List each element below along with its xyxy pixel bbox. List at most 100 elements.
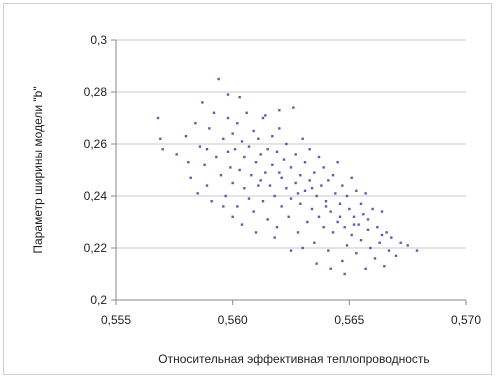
data-point [243,187,246,190]
data-point [257,137,260,140]
data-point [254,161,258,164]
data-point [329,267,332,270]
data-point [271,163,274,166]
data-point [226,116,230,120]
data-point [362,213,365,216]
data-point [252,210,255,213]
data-point [310,207,314,211]
data-point [313,171,316,174]
data-point [303,161,307,164]
data-points [156,77,419,276]
data-point [329,210,332,213]
data-point [187,161,190,164]
data-point [399,241,402,244]
data-point [294,153,297,156]
data-point [254,231,258,234]
data-point [198,145,202,148]
y-tick-label: 0,24 [84,189,108,203]
data-point [359,239,363,242]
data-point [217,77,220,81]
data-point [355,189,358,192]
data-point [315,194,318,198]
data-point [282,158,286,161]
data-point [359,202,363,205]
data-point [231,181,234,185]
data-point [334,192,337,195]
data-point [299,174,302,177]
x-tick-labels: 0,555 0,560 0,565 0,570 [101,313,481,327]
data-point [247,197,251,200]
data-point [229,166,232,169]
x-tick-label: 0,560 [218,313,248,327]
data-point [261,200,265,203]
axes [115,40,466,301]
data-point [194,122,197,125]
data-point [289,249,293,252]
data-point [222,137,225,140]
y-tick-label: 0,22 [84,241,108,255]
data-point [156,116,160,120]
data-point [352,215,356,218]
data-point [306,220,309,224]
data-point [294,181,297,185]
data-point [159,137,162,140]
data-point [208,127,211,130]
data-point [343,272,346,276]
data-point [280,205,283,208]
data-point [301,137,304,140]
data-point [366,218,370,221]
data-point [268,184,272,187]
data-point [238,168,241,172]
data-point [338,215,342,218]
data-point [212,111,216,114]
data-point [224,194,227,198]
data-point [287,215,290,218]
data-point [380,210,384,213]
data-point [299,202,302,205]
data-point [345,244,349,247]
data-point [336,161,339,164]
data-point [196,192,199,195]
data-point [383,265,386,268]
data-point [161,148,164,151]
data-point [331,231,335,234]
data-point [245,111,248,114]
data-point [259,153,262,156]
data-point [271,135,274,138]
data-point [264,171,267,174]
data-point [275,150,279,153]
data-point [390,236,393,239]
data-point [320,184,323,187]
data-point [273,236,276,239]
data-point [266,218,269,221]
data-point [273,194,276,198]
data-point [341,259,344,263]
data-point [278,171,281,174]
data-point [236,205,239,208]
data-point [415,249,419,252]
data-point [236,122,239,125]
data-point [296,231,300,234]
plot-area [116,40,466,300]
data-point [303,189,307,192]
data-point [278,127,281,130]
data-point [350,233,353,237]
data-point [327,179,330,182]
data-point [252,129,255,133]
data-point [341,184,344,187]
data-point [264,114,267,117]
data-point [308,179,311,182]
data-point [406,244,409,247]
data-point [394,254,398,257]
data-point [205,184,209,187]
data-point [289,166,293,169]
data-point [205,148,209,151]
x-tick-label: 0,570 [451,313,481,327]
y-tick-labels: 0,2 0,22 0,24 0,26 0,28 0,3 [84,33,108,307]
data-point [331,174,335,177]
data-point [376,226,379,229]
data-point [259,179,262,182]
x-tick-label: 0,565 [334,313,364,327]
data-point [324,200,328,203]
tick-marks [111,39,467,305]
